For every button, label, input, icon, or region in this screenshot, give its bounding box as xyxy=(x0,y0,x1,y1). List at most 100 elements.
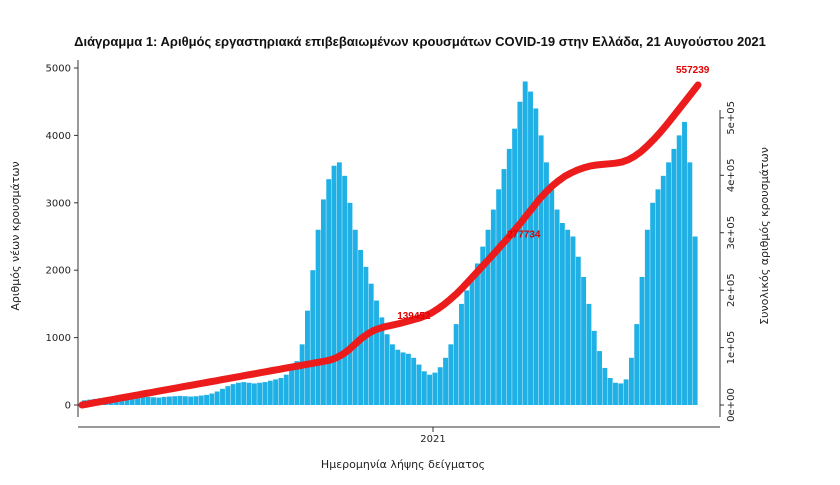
bar xyxy=(692,236,698,405)
bar xyxy=(549,189,555,405)
bar xyxy=(177,395,183,405)
y2-tick-label: 0e+00 xyxy=(726,388,737,422)
bar xyxy=(278,378,284,405)
bar xyxy=(501,169,507,405)
bar xyxy=(310,270,316,405)
annotations-group: 139452 277734 557239 xyxy=(397,65,710,322)
y-axis-title: Αριθμός νέων κρουσμάτων xyxy=(9,161,22,310)
bar xyxy=(299,344,305,405)
bar xyxy=(124,396,130,405)
bar xyxy=(230,384,236,405)
cumulative-line xyxy=(78,81,702,409)
bar xyxy=(607,378,613,405)
bar xyxy=(490,209,496,405)
bar xyxy=(485,229,491,405)
bar xyxy=(448,344,454,405)
bar xyxy=(390,344,395,405)
bar xyxy=(676,135,682,405)
bar xyxy=(135,396,140,405)
bar xyxy=(453,324,459,405)
chart-title: Διάγραμμα 1: Αριθμός εργαστηριακά επιβεβ… xyxy=(74,34,766,49)
bar xyxy=(246,382,252,405)
bar xyxy=(289,369,294,405)
bar xyxy=(198,395,204,405)
y-tick-label: 3000 xyxy=(46,198,71,209)
bar xyxy=(326,179,332,405)
bar xyxy=(459,303,464,405)
bar xyxy=(522,81,528,405)
cumulative-annotation: 139452 xyxy=(397,311,431,322)
y-tick-label: 1000 xyxy=(46,333,71,344)
y-tick-label: 0 xyxy=(65,401,71,412)
bar xyxy=(639,276,645,405)
bar xyxy=(379,317,385,405)
bar xyxy=(575,256,581,405)
bar xyxy=(204,394,210,405)
bar xyxy=(273,379,279,405)
bar xyxy=(283,374,289,405)
bar xyxy=(236,382,241,405)
bar xyxy=(188,396,194,405)
line-layer xyxy=(78,81,702,409)
bar xyxy=(347,202,353,405)
bar xyxy=(172,396,178,405)
bar xyxy=(597,351,602,405)
bar xyxy=(161,396,167,405)
cumulative-annotation: 557239 xyxy=(676,65,710,76)
bar xyxy=(129,397,135,405)
bar xyxy=(496,189,502,405)
bar xyxy=(628,357,634,405)
bar xyxy=(315,229,321,405)
bar xyxy=(214,391,220,405)
bar xyxy=(166,396,172,405)
bar xyxy=(145,396,151,405)
bar xyxy=(262,382,268,405)
y-tick-label: 5000 xyxy=(46,64,71,75)
bar xyxy=(400,352,406,405)
bar xyxy=(294,361,300,405)
bar xyxy=(655,189,661,405)
bar xyxy=(586,303,592,405)
x-axis-title: Ημερομηνία λήψης δείγματος xyxy=(321,458,485,471)
bar xyxy=(182,396,188,405)
y2-tick-label: 1e+05 xyxy=(726,331,737,365)
bar xyxy=(565,229,571,405)
bar xyxy=(469,276,475,405)
bar xyxy=(554,209,560,405)
bar xyxy=(544,162,549,405)
bar xyxy=(480,246,486,405)
bar xyxy=(225,386,231,405)
bar xyxy=(559,223,565,405)
bar xyxy=(241,382,247,405)
bar xyxy=(220,388,225,405)
bar xyxy=(320,199,326,405)
x-tick-label: 2021 xyxy=(420,434,445,445)
bar xyxy=(437,367,443,405)
bar xyxy=(336,162,342,405)
bar xyxy=(538,135,544,405)
axes-group: 0 1000 2000 3000 4000 5000 0e+00 1e+05 2e+05 3e+0… xyxy=(46,60,737,445)
bar xyxy=(474,263,480,405)
bar xyxy=(342,175,348,405)
bar xyxy=(687,162,693,405)
bar xyxy=(427,374,433,405)
y2-axis-title: Συνολικός αριθμός κρουσμάτων xyxy=(758,147,771,325)
bar xyxy=(374,300,379,405)
bar xyxy=(660,175,666,405)
bar xyxy=(682,121,687,406)
y2-tick-label: 5e+05 xyxy=(726,101,737,135)
bar xyxy=(591,330,597,405)
bar xyxy=(405,353,411,405)
bar xyxy=(512,128,518,405)
y2-tick-label: 4e+05 xyxy=(726,158,737,192)
bars-group xyxy=(82,81,698,406)
bar xyxy=(464,290,470,405)
bar xyxy=(416,364,422,405)
bar xyxy=(623,379,629,405)
bar xyxy=(618,383,624,405)
bar xyxy=(671,148,677,405)
y2-tick-label: 3e+05 xyxy=(726,216,737,250)
bar xyxy=(650,202,656,405)
